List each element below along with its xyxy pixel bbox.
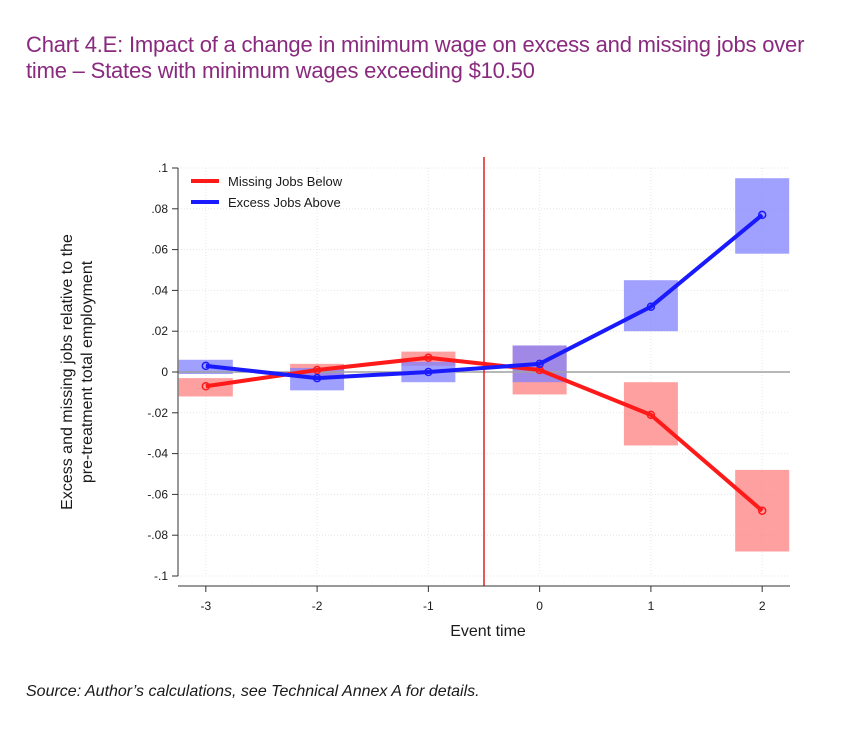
series-line-0 (205, 355, 764, 513)
data-point-series1-0 (201, 361, 211, 371)
legend-label-0: Missing Jobs Below (228, 174, 343, 189)
x-tick-label-1: -2 (312, 599, 323, 613)
y-tick-label-2: .06 (151, 243, 168, 257)
y-tick-label-6: -.02 (147, 406, 168, 420)
data-point-series1-2 (424, 367, 433, 377)
data-point-series0-1 (312, 365, 322, 375)
axes: .1 .08 .06 .04 .02 0 -.02 -.04 -.06 -.08 -.1 -3 -2 -1… (147, 161, 790, 613)
source-note: Source: Author’s calculations, see Techn… (26, 683, 480, 700)
legend: Missing Jobs Below Excess Jobs Above (191, 174, 343, 210)
chart-title: Chart 4.E: Impact of a change in minimum… (26, 32, 805, 83)
data-point-series1-3 (535, 359, 544, 369)
x-tick-label-4: 1 (648, 599, 655, 613)
x-tick-label-0: -3 (200, 599, 211, 613)
data-point-series1-1 (312, 373, 322, 383)
y-axis-label-line1: Excess and missing jobs relative to the (59, 234, 76, 510)
y-tick-label-4: .02 (151, 324, 168, 338)
series-line-1 (205, 213, 764, 381)
data-point-series1-5 (757, 210, 767, 220)
data-point-series0-4 (646, 410, 656, 420)
ci-band-series0-0 (178, 378, 233, 397)
x-tick-label-3: 0 (536, 599, 543, 613)
x-tick-label-2: -1 (423, 599, 434, 613)
y-tick-label-8: -.06 (147, 487, 168, 501)
data-point-series0-0 (201, 382, 211, 391)
y-tick-label-9: -.08 (147, 528, 168, 542)
y-tick-label-1: .08 (151, 202, 168, 216)
legend-label-1: Excess Jobs Above (228, 195, 341, 210)
y-tick-label-3: .04 (151, 283, 168, 297)
y-tick-label-0: .1 (158, 161, 168, 175)
y-tick-label-7: -.04 (147, 447, 168, 461)
data-point-series0-2 (424, 353, 433, 362)
data-point-series1-4 (646, 302, 656, 311)
x-axis-label: Event time (450, 623, 526, 640)
series-lines (201, 210, 767, 515)
y-tick-label-5: 0 (161, 365, 168, 379)
data-point-series0-3 (535, 365, 544, 375)
y-tick-label-10: -.1 (154, 569, 168, 583)
x-tick-label-5: 2 (759, 599, 766, 613)
data-point-series0-5 (757, 506, 767, 515)
y-axis-label-line2: pre-treatment total employment (79, 260, 96, 483)
ci-band-series0-5 (735, 469, 790, 552)
